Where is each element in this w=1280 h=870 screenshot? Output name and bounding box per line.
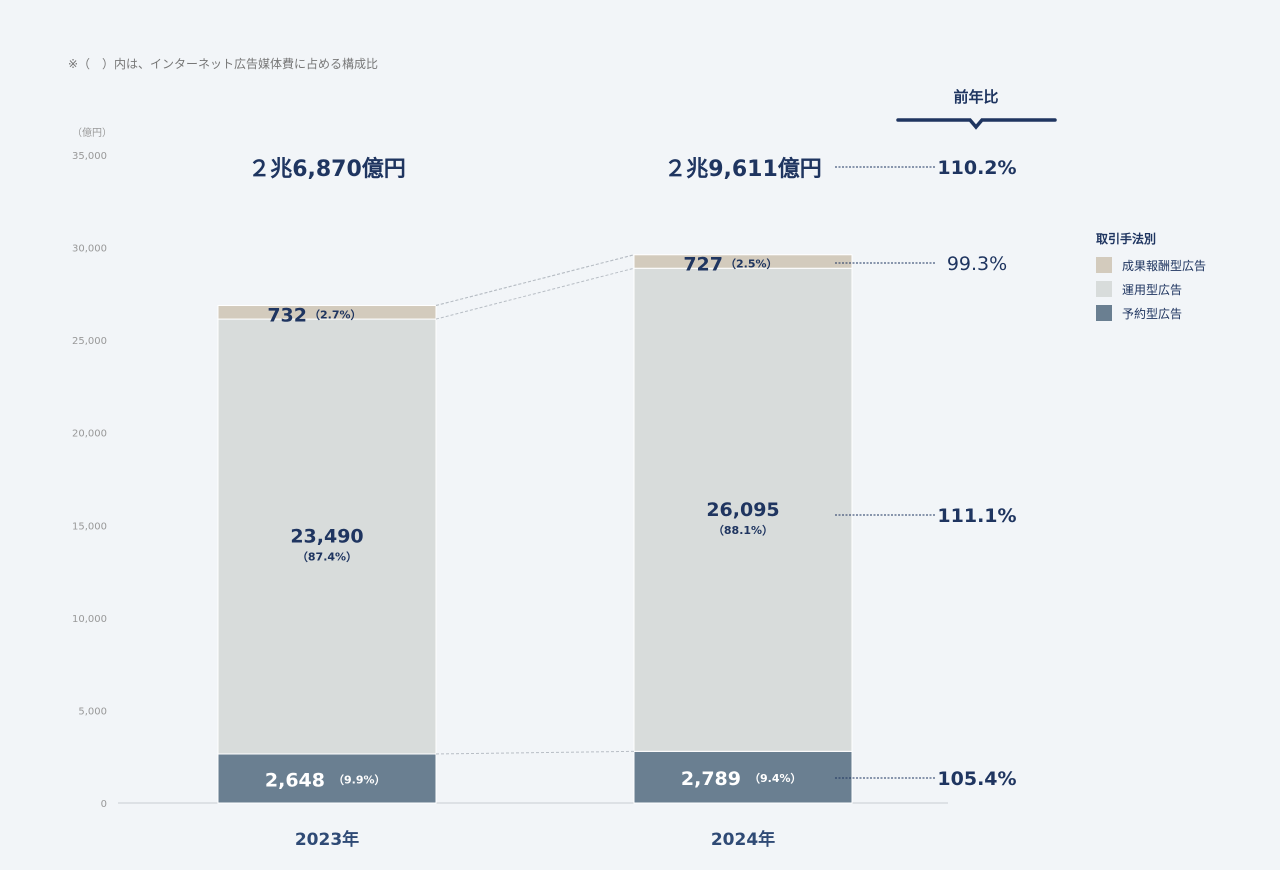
bar-segment <box>633 254 853 269</box>
legend-item-programmatic: 運用型広告 <box>1096 277 1206 301</box>
bar-segment <box>633 267 853 752</box>
y-tick-label: 30,000 <box>72 244 107 255</box>
data-label: 2,789 <box>681 768 741 790</box>
y-tick-label: 20,000 <box>72 429 107 440</box>
data-share-label: （9.9%） <box>333 773 386 786</box>
data-share-label: （2.7%） <box>309 308 362 321</box>
yoy-label: 111.1% <box>937 505 1016 527</box>
y-tick-label: 5,000 <box>78 706 107 717</box>
data-share-label: （87.4%） <box>297 551 357 564</box>
composition-note: ※（ ）内は、インターネット広告媒体費に占める構成比 <box>68 57 379 71</box>
data-share-label: （88.1%） <box>713 524 773 537</box>
bar-segment <box>217 318 437 755</box>
connector-line <box>435 267 635 320</box>
x-tick-label: 2024年 <box>711 829 775 850</box>
yoy-label: 110.2% <box>937 157 1016 179</box>
data-label: 732 <box>267 304 307 326</box>
yoy-label: 105.4% <box>937 768 1016 790</box>
legend-label: 運用型広告 <box>1122 282 1183 297</box>
connector-line <box>435 750 635 755</box>
bar-segment <box>217 753 437 804</box>
connector-line <box>435 254 635 307</box>
yoy-bracket <box>896 118 1057 130</box>
data-label: 26,095 <box>706 499 779 521</box>
y-tick-label: 35,000 <box>72 151 107 162</box>
y-tick-label: 25,000 <box>72 336 107 347</box>
y-tick-label: 15,000 <box>72 521 107 532</box>
bar-segment <box>217 305 437 320</box>
data-share-label: （9.4%） <box>749 772 802 785</box>
y-tick-label: 0 <box>101 799 107 810</box>
legend-item-performance: 成果報酬型広告 <box>1096 253 1206 277</box>
y-axis-unit: （億円） <box>72 126 112 139</box>
x-tick-label: 2023年 <box>295 829 359 850</box>
total-label: ２兆9,611億円 <box>664 156 822 182</box>
legend: 取引手法別 成果報酬型広告 運用型広告 予約型広告 <box>1096 230 1206 325</box>
data-share-label: （2.5%） <box>725 258 778 271</box>
bar-segment <box>633 750 853 804</box>
legend-title: 取引手法別 <box>1096 232 1157 246</box>
legend-label: 予約型広告 <box>1122 306 1183 321</box>
yoy-label: 99.3% <box>947 253 1007 275</box>
data-label: 727 <box>683 254 723 276</box>
yoy-header: 前年比 <box>953 88 999 106</box>
legend-swatch <box>1096 257 1112 273</box>
legend-swatch <box>1096 281 1112 297</box>
total-label: ２兆6,870億円 <box>248 156 406 182</box>
data-label: 23,490 <box>290 526 363 548</box>
legend-swatch <box>1096 305 1112 321</box>
legend-label: 成果報酬型広告 <box>1122 258 1207 273</box>
legend-item-reserved: 予約型広告 <box>1096 301 1206 325</box>
data-label: 2,648 <box>265 769 325 791</box>
y-tick-label: 10,000 <box>72 614 107 625</box>
